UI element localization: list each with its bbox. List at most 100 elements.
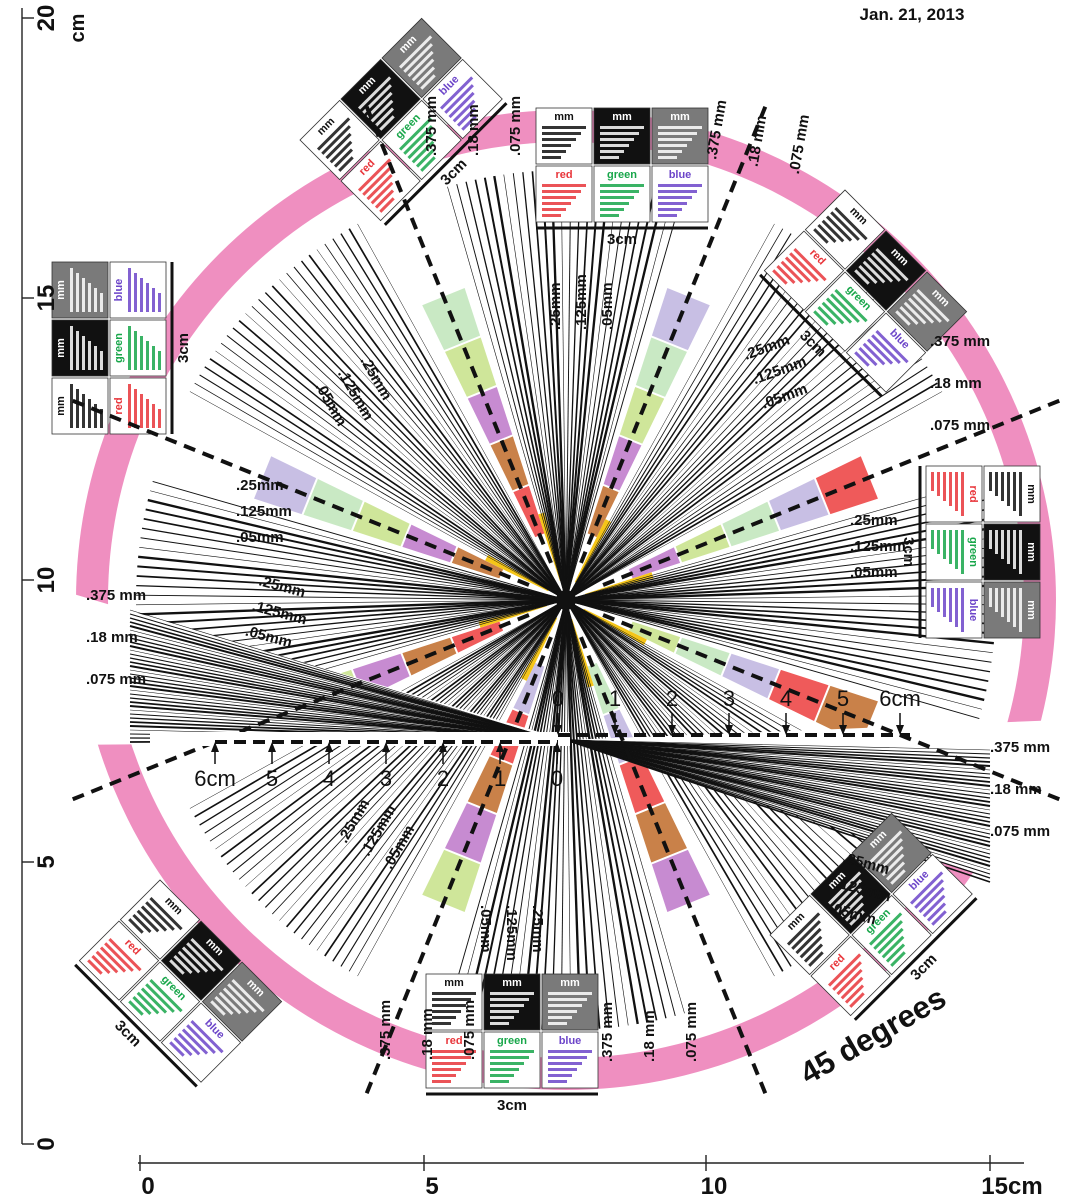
line-pair-ray — [143, 518, 567, 601]
patch-tile — [160, 920, 242, 1001]
patch-bar — [548, 1050, 592, 1053]
patch-tile — [845, 312, 927, 393]
line-pair-ray — [565, 285, 860, 601]
patch-tile — [763, 230, 845, 311]
patch-bar — [1001, 588, 1004, 617]
left-fan-line — [129, 649, 557, 741]
line-pair-ray — [565, 599, 991, 673]
patch-bar — [357, 158, 392, 192]
patch-bar — [834, 288, 868, 323]
line-pair-ray — [513, 599, 567, 1027]
patch-bar — [432, 1022, 451, 1025]
patch-bar — [149, 896, 183, 931]
line-pair-ray — [565, 599, 775, 977]
patch-bar — [840, 976, 864, 1000]
line-pair-ray — [232, 327, 567, 601]
left-fan-line — [129, 665, 557, 741]
line-pair-ray — [348, 228, 567, 601]
patch-bar — [858, 264, 878, 285]
coarse-label-set: .375 mm .18 mm .075 mm — [423, 96, 524, 156]
coarse-bar-label: .075 mm — [786, 113, 813, 175]
line-pair-ray — [565, 223, 775, 601]
patch-bar — [890, 951, 906, 967]
patch-bar — [82, 278, 85, 312]
line-pair-ray — [541, 599, 567, 1030]
patch-bar — [926, 902, 947, 922]
patch-bar — [542, 144, 571, 147]
fine-bar-label: .25mm — [236, 477, 284, 494]
scale-arrow-upper — [839, 725, 847, 735]
patch-label: mm — [670, 111, 690, 123]
line-pair-ray — [565, 391, 943, 601]
line-pair-ray — [564, 599, 582, 1030]
patch-bar — [70, 268, 73, 312]
line-pair-ray — [531, 599, 567, 1029]
line-pair-ray — [493, 175, 568, 601]
patch-bar — [210, 1000, 226, 1016]
line-pair-ray — [565, 517, 989, 601]
patch-bar — [88, 283, 91, 312]
patch-bar — [134, 331, 137, 370]
patch-bar — [146, 341, 149, 370]
line-pair-ray — [137, 599, 567, 635]
patch-tile — [340, 140, 421, 222]
line-pair-ray — [136, 594, 567, 601]
patch-bar — [658, 156, 677, 159]
line-pair-ray — [565, 574, 996, 601]
line-pair-ray — [565, 599, 982, 710]
patch-bar — [370, 99, 394, 123]
patch-bar — [542, 138, 576, 141]
patch-bar — [403, 43, 433, 73]
patch-bar — [931, 910, 947, 926]
scale-arrow-upper — [782, 725, 790, 735]
line-pair-ray — [332, 238, 567, 601]
patch-bar — [548, 1022, 567, 1025]
line-pair-ray — [565, 599, 784, 972]
horizontal-axis-tick-label: 10 — [701, 1173, 728, 1199]
patch-bar — [866, 256, 894, 283]
patch-label: mm — [1025, 484, 1037, 504]
patch-tile — [340, 58, 421, 140]
patch-bar — [912, 293, 942, 323]
line-pair-ray — [565, 266, 839, 601]
coarse-label-set: .375 mm .18 mm .075 mm — [990, 739, 1050, 840]
line-pair-ray — [564, 172, 611, 601]
patch-label: blue — [113, 279, 125, 302]
patch-label: mm — [55, 396, 67, 416]
line-pair-ray — [565, 599, 676, 1017]
fine-bar-label: .25mm — [547, 282, 564, 330]
patch-bar — [989, 472, 992, 491]
line-pair-ray — [199, 374, 567, 601]
line-pair-ray — [565, 599, 685, 1014]
line-pair-ray — [251, 306, 567, 601]
line-pair-ray — [531, 171, 567, 601]
patch-bar — [1019, 530, 1022, 574]
patch-bar — [432, 1074, 456, 1077]
patch-bar — [548, 998, 587, 1001]
patch-bar — [134, 389, 137, 428]
patch-bar — [99, 946, 127, 973]
line-pair-ray — [238, 319, 567, 601]
line-pair-ray — [565, 599, 620, 1027]
patch-bar — [832, 879, 862, 909]
date-label: Jan. 21, 2013 — [860, 5, 965, 24]
line-pair-ray — [565, 599, 992, 663]
coarse-bar-label: .375 mm — [599, 1002, 616, 1062]
line-pair-ray — [565, 350, 917, 601]
coarse-bar-label: .075 mm — [683, 1002, 700, 1062]
patch-bar — [152, 346, 155, 370]
line-pair-ray — [316, 599, 567, 951]
right-fan-line — [565, 739, 991, 827]
fine-bar-label: .05mm — [850, 564, 898, 581]
patch-bar — [136, 991, 160, 1015]
patch-bar — [914, 879, 944, 909]
patch-bar — [658, 184, 702, 187]
coarse-label-set: .375 mm .18 mm .075 mm — [930, 333, 990, 434]
patch-bar — [128, 268, 131, 312]
scale-label-upper: 3 — [723, 686, 735, 711]
line-pair-ray — [279, 279, 567, 601]
patch-bar — [548, 1016, 572, 1019]
patch-bar — [949, 472, 952, 506]
patch-tile — [769, 894, 850, 976]
patch-bar — [600, 132, 639, 135]
